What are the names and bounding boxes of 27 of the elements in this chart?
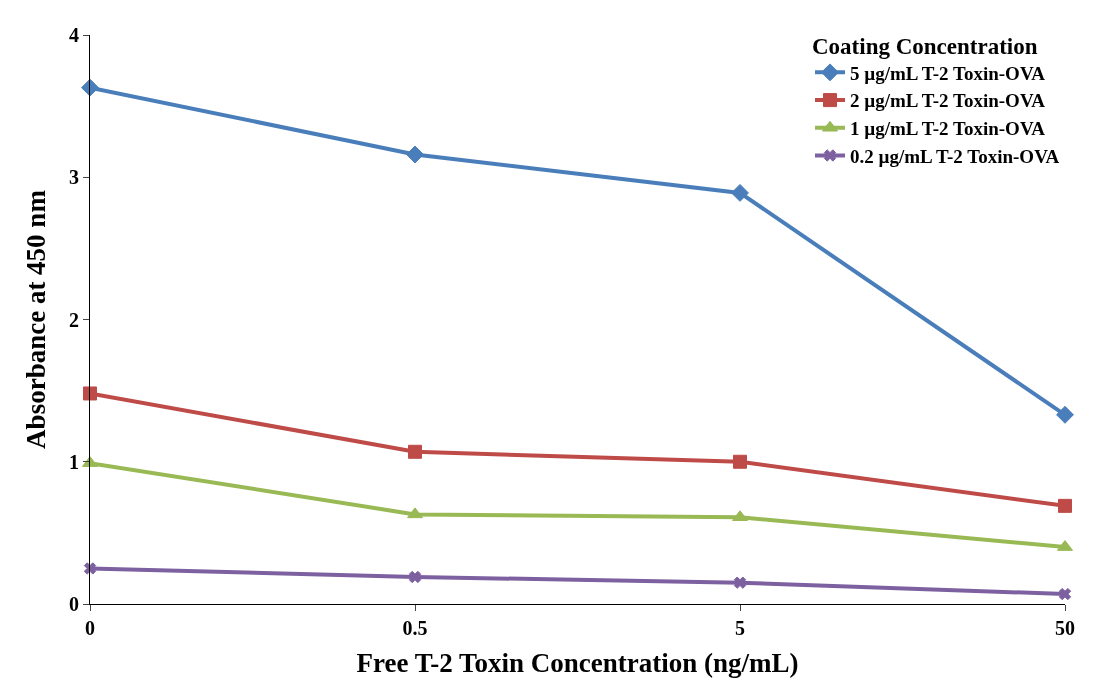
x-tick-label: 50 — [1055, 617, 1075, 639]
x-axis-title: Free T-2 Toxin Concentration (ng/mL) — [356, 648, 799, 679]
point — [408, 444, 422, 459]
y-tick-label: 4 — [69, 24, 79, 46]
y-tick-label: 1 — [69, 450, 79, 473]
point — [83, 386, 97, 401]
legend-label: 5 µg/mL T-2 Toxin-OVA — [850, 62, 1046, 84]
x-tick-label: 5 — [735, 617, 745, 639]
point — [1056, 405, 1074, 424]
point — [408, 570, 422, 584]
y-axis-title: Absorbance at 450 nm — [21, 189, 52, 449]
x-tick-label: 0 — [85, 617, 95, 639]
y-tick-label: 2 — [69, 308, 79, 331]
point — [733, 454, 747, 469]
legend-title: Coating Concentration — [812, 33, 1038, 59]
point — [731, 183, 749, 202]
x-tick-label: 0.5 — [402, 617, 428, 639]
point — [733, 576, 747, 589]
legend-label: 0.2 µg/mL T-2 Toxin-OVA — [850, 145, 1060, 167]
legend-label: 1 µg/mL T-2 Toxin-OVA — [850, 118, 1046, 140]
point — [1058, 498, 1072, 513]
point — [83, 562, 97, 575]
y-tick-label: 0 — [69, 593, 79, 615]
legend-label: 2 µg/mL T-2 Toxin-OVA — [850, 90, 1046, 112]
point — [1058, 587, 1072, 601]
y-tick-label: 3 — [69, 166, 79, 189]
point — [406, 145, 424, 164]
